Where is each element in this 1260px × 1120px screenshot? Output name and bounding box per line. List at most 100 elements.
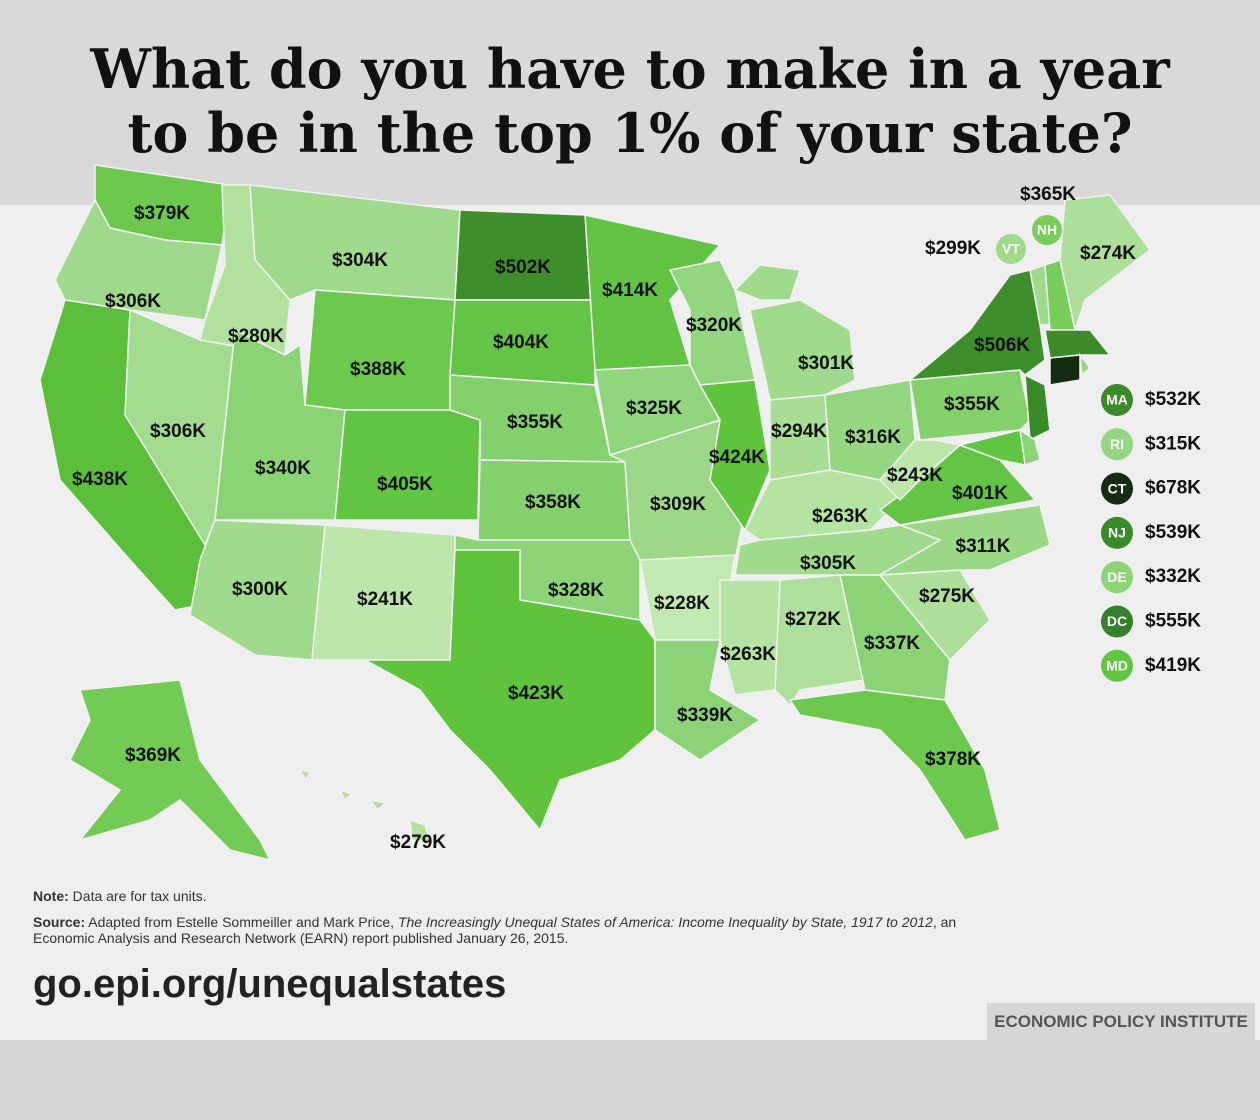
legend-abbr: CT xyxy=(1108,480,1127,496)
state xyxy=(584,214,722,371)
state-value: $404K xyxy=(493,332,549,353)
state xyxy=(1049,354,1081,386)
legend-marker xyxy=(1101,561,1133,594)
state-value: $369K xyxy=(125,745,181,766)
state xyxy=(368,798,387,812)
state-value: $355K xyxy=(944,394,1000,415)
state-value: $358K xyxy=(525,492,581,513)
state xyxy=(1044,329,1112,359)
state-value: $414K xyxy=(602,280,658,301)
legend-abbr: DE xyxy=(1107,569,1126,585)
state-value: $272K xyxy=(785,609,841,630)
state xyxy=(364,549,656,832)
source: Source: Adapted from Estelle Sommeiller … xyxy=(33,914,963,946)
legend-marker xyxy=(1101,472,1133,505)
state xyxy=(338,788,354,802)
state-value: $405K xyxy=(377,474,433,495)
callout-abbr: VT xyxy=(1002,241,1020,257)
legend-value: $555K xyxy=(1145,611,1201,632)
state-value: $306K xyxy=(105,291,161,312)
state-value: $325K xyxy=(626,398,682,419)
callout-marker xyxy=(996,234,1026,264)
footer-band xyxy=(0,1040,1260,1120)
legend-marker xyxy=(1101,516,1133,549)
callout-marker xyxy=(1032,215,1062,245)
legend-abbr: MD xyxy=(1106,658,1128,674)
note-text: Data are for tax units. xyxy=(72,888,207,904)
state-value: $300K xyxy=(232,579,288,600)
state xyxy=(1078,352,1092,377)
state-value: $355K xyxy=(507,412,563,433)
source-label: Source: xyxy=(33,914,86,930)
state xyxy=(298,768,312,782)
state xyxy=(334,409,481,521)
note: Note: Data are for tax units. xyxy=(33,888,207,904)
state-value: $340K xyxy=(255,458,311,479)
state xyxy=(907,269,1046,381)
state-value: $301K xyxy=(798,353,854,374)
callout-abbr: NH xyxy=(1037,222,1057,238)
legend-value: $678K xyxy=(1145,478,1201,499)
legend-value: $419K xyxy=(1145,655,1201,676)
state xyxy=(304,289,456,411)
state xyxy=(733,264,802,301)
state xyxy=(454,209,596,301)
legend-marker xyxy=(1101,428,1133,461)
callout-value: $365K xyxy=(1020,184,1076,205)
state xyxy=(249,184,461,301)
state-value: $339K xyxy=(677,705,733,726)
legend-marker xyxy=(1101,384,1133,416)
source-title: The Increasingly Unequal States of Ameri… xyxy=(397,914,933,930)
state-value: $304K xyxy=(332,250,388,271)
state-value: $275K xyxy=(919,586,975,607)
state-value: $379K xyxy=(134,203,190,224)
legend-value: $315K xyxy=(1145,433,1201,454)
state-value: $241K xyxy=(357,589,413,610)
state-value: $388K xyxy=(350,359,406,380)
legend-abbr: NJ xyxy=(1108,525,1126,541)
map: What do you have to make in a year to be… xyxy=(39,37,1201,862)
title-line: to be in the top 1% of your state? xyxy=(127,101,1132,165)
source-text: Adapted from Estelle Sommeiller and Mark… xyxy=(88,914,395,930)
state-value: $279K xyxy=(390,832,446,853)
state-value: $263K xyxy=(720,644,776,665)
legend-value: $332K xyxy=(1145,566,1201,587)
title-line: What do you have to make in a year xyxy=(89,37,1170,101)
legend-marker xyxy=(1101,605,1133,638)
state-value: $424K xyxy=(709,447,765,468)
state xyxy=(1024,373,1051,442)
legend-abbr: RI xyxy=(1110,436,1124,452)
state-value: $320K xyxy=(686,315,742,336)
state xyxy=(957,429,1026,466)
publisher: ECONOMIC POLICY INSTITUTE xyxy=(987,1003,1255,1040)
callout-value: $299K xyxy=(925,238,981,259)
note-label: Note: xyxy=(33,888,69,904)
state xyxy=(449,299,596,386)
legend-marker xyxy=(1101,649,1133,682)
state-value: $294K xyxy=(771,421,827,442)
legend-abbr: MA xyxy=(1106,392,1128,408)
state-value: $337K xyxy=(864,633,920,654)
state xyxy=(719,579,781,696)
state xyxy=(69,679,272,862)
state xyxy=(409,818,432,843)
state-value: $306K xyxy=(150,421,206,442)
header-band xyxy=(0,0,1260,205)
state-value: $316K xyxy=(845,427,901,448)
state-value: $502K xyxy=(495,257,551,278)
state-value: $423K xyxy=(508,683,564,704)
state xyxy=(788,689,1001,841)
url: go.epi.org/unequalstates xyxy=(33,962,507,1006)
state-value: $311K xyxy=(956,536,1011,557)
legend-value: $532K xyxy=(1145,389,1201,410)
state-value: $328K xyxy=(548,580,604,601)
state-value: $378K xyxy=(925,749,981,770)
state xyxy=(839,574,951,701)
state-value: $309K xyxy=(650,494,706,515)
legend-abbr: DC xyxy=(1107,613,1127,629)
source-text: , an Economic Analysis and Research Netw… xyxy=(33,914,957,946)
state xyxy=(879,504,1051,576)
state-value: $274K xyxy=(1080,243,1136,264)
state-value: $280K xyxy=(228,326,284,347)
